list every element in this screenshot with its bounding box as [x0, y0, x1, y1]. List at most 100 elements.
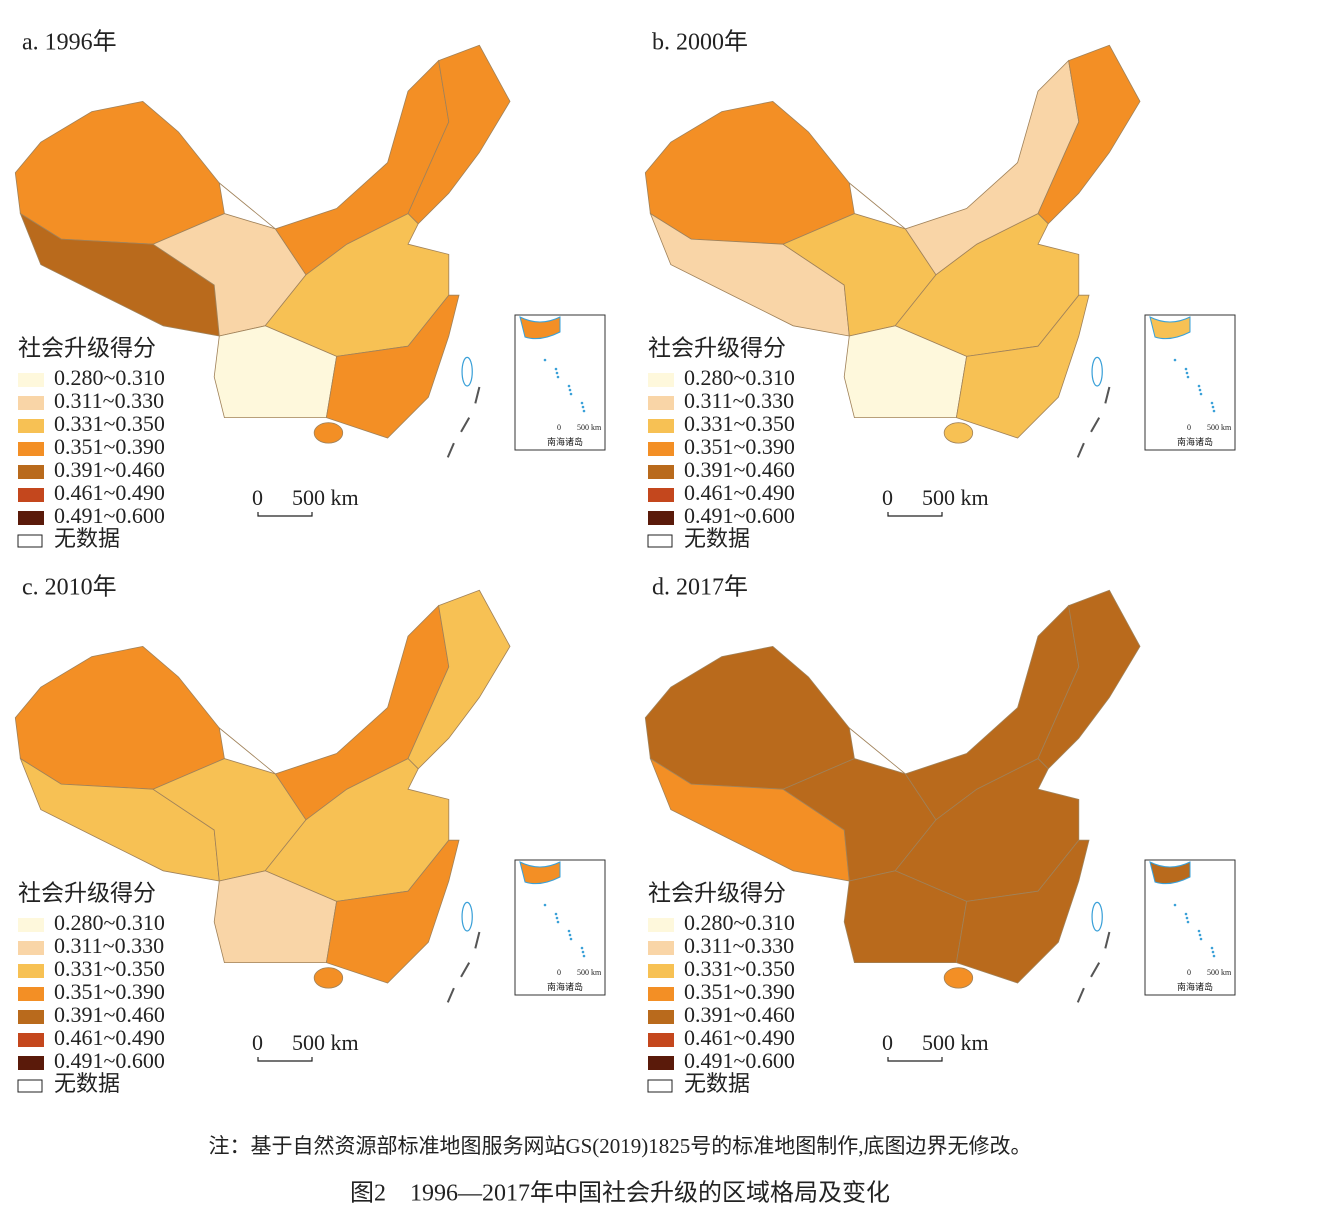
map: [644, 589, 1141, 1003]
region: [213, 870, 338, 964]
scale-distance: 500 km: [922, 485, 989, 510]
inset-scale-distance: 500 km: [1207, 423, 1232, 432]
caption: 图2 1996—2017年中国社会升级的区域格局及变化: [350, 1180, 890, 1207]
region: [407, 44, 511, 225]
legend-swatch: [18, 941, 44, 955]
inset-island: [555, 916, 559, 920]
legend-label: 无数据: [54, 526, 120, 551]
inset-island: [1199, 937, 1203, 941]
region: [325, 294, 460, 439]
legend-label: 0.311~0.330: [684, 388, 794, 413]
map-panel: d. 2017年 0 500 km 南海诸岛 0 500 km 社会升级得分 0.280~0.…: [644, 574, 1236, 1096]
scale-distance: 500 km: [292, 1030, 359, 1055]
inset-island: [1173, 903, 1177, 907]
inset-island: [543, 903, 547, 907]
inset-scale-distance: 500 km: [1207, 968, 1232, 977]
panel-title: b. 2000年: [652, 29, 748, 56]
inset-island: [1211, 950, 1215, 954]
region: [955, 294, 1090, 439]
inset-label: 南海诸岛: [1177, 981, 1213, 992]
inset-scale-distance: 500 km: [577, 968, 602, 977]
panel-title: d. 2017年: [652, 574, 748, 601]
inset-island: [1211, 405, 1215, 409]
inset-island: [554, 912, 558, 916]
legend-label: 0.461~0.490: [684, 1025, 795, 1050]
legend-swatch: [648, 987, 674, 1001]
scale-zero: 0: [252, 485, 263, 510]
legend-label: 0.280~0.310: [54, 365, 165, 390]
legend-swatch: [18, 1010, 44, 1024]
inset-island: [543, 358, 547, 362]
inset-island: [569, 392, 573, 396]
legend-label: 0.391~0.460: [684, 457, 795, 482]
legend-label: 0.331~0.350: [54, 411, 165, 436]
inset-island: [1197, 929, 1201, 933]
map-panel: a. 1996年 0 500 km 南海诸岛 0 500 km 社会升级得分 0.280~0.…: [14, 29, 606, 551]
inset-label: 南海诸岛: [547, 981, 583, 992]
dash-line: [1076, 931, 1111, 1003]
panel-title: c. 2010年: [22, 574, 117, 601]
legend-swatch: [18, 465, 44, 479]
inset-island: [1212, 409, 1216, 413]
legend-swatch: [648, 396, 674, 410]
inset-island: [1199, 392, 1203, 396]
region: [313, 967, 344, 989]
legend-label: 0.491~0.600: [684, 1048, 795, 1073]
legend-label: 无数据: [684, 1071, 750, 1096]
legend-swatch: [648, 465, 674, 479]
scale-bar: [887, 1057, 943, 1062]
legend-label: 0.491~0.600: [684, 503, 795, 528]
inset-island: [582, 954, 586, 958]
region: [407, 589, 511, 770]
region: [313, 422, 344, 444]
scale-zero: 0: [252, 1030, 263, 1055]
inset-island: [581, 950, 585, 954]
legend-label: 0.351~0.390: [54, 434, 165, 459]
legend-swatch: [648, 419, 674, 433]
inset-coast: [1149, 861, 1191, 885]
legend-title: 社会升级得分: [648, 335, 786, 360]
legend-swatch: [648, 1033, 674, 1047]
legend-label: 0.391~0.460: [54, 457, 165, 482]
dash-line: [446, 386, 481, 458]
region: [843, 870, 968, 964]
scale-bar: [257, 512, 313, 517]
region: [14, 645, 225, 790]
legend-label: 0.491~0.600: [54, 1048, 165, 1073]
inset-island: [1210, 401, 1214, 405]
inset-scale-distance: 500 km: [577, 423, 602, 432]
inset-island: [1184, 912, 1188, 916]
legend-swatch: [17, 534, 43, 548]
legend-swatch: [648, 511, 674, 525]
inset-scale-zero: 0: [1187, 423, 1191, 432]
inset-island: [568, 388, 572, 392]
legend-label: 无数据: [54, 1071, 120, 1096]
legend-label: 0.351~0.390: [684, 434, 795, 459]
legend-swatch: [18, 419, 44, 433]
legend-label: 0.280~0.310: [684, 910, 795, 935]
region: [943, 967, 974, 989]
note: 注：基于自然资源部标准地图服务网站GS(2019)1825号的标准地图制作,底图…: [208, 1134, 1031, 1158]
dash-line: [446, 931, 481, 1003]
legend-label: 无数据: [684, 526, 750, 551]
inset-island: [1210, 946, 1214, 950]
legend-swatch: [18, 918, 44, 932]
region: [644, 645, 855, 790]
legend-label: 0.461~0.490: [54, 480, 165, 505]
inset-island: [555, 371, 559, 375]
inset-island: [582, 409, 586, 413]
legend-title: 社会升级得分: [648, 880, 786, 905]
map: [14, 589, 511, 1003]
inset-island: [580, 946, 584, 950]
scale-bar: [887, 512, 943, 517]
legend-label: 0.331~0.350: [684, 956, 795, 981]
legend-swatch: [648, 964, 674, 978]
inset-island: [554, 367, 558, 371]
legend-label: 0.331~0.350: [684, 411, 795, 436]
region: [325, 839, 460, 984]
region: [644, 100, 855, 245]
legend-swatch: [648, 442, 674, 456]
legend-swatch: [18, 964, 44, 978]
region: [843, 325, 968, 419]
